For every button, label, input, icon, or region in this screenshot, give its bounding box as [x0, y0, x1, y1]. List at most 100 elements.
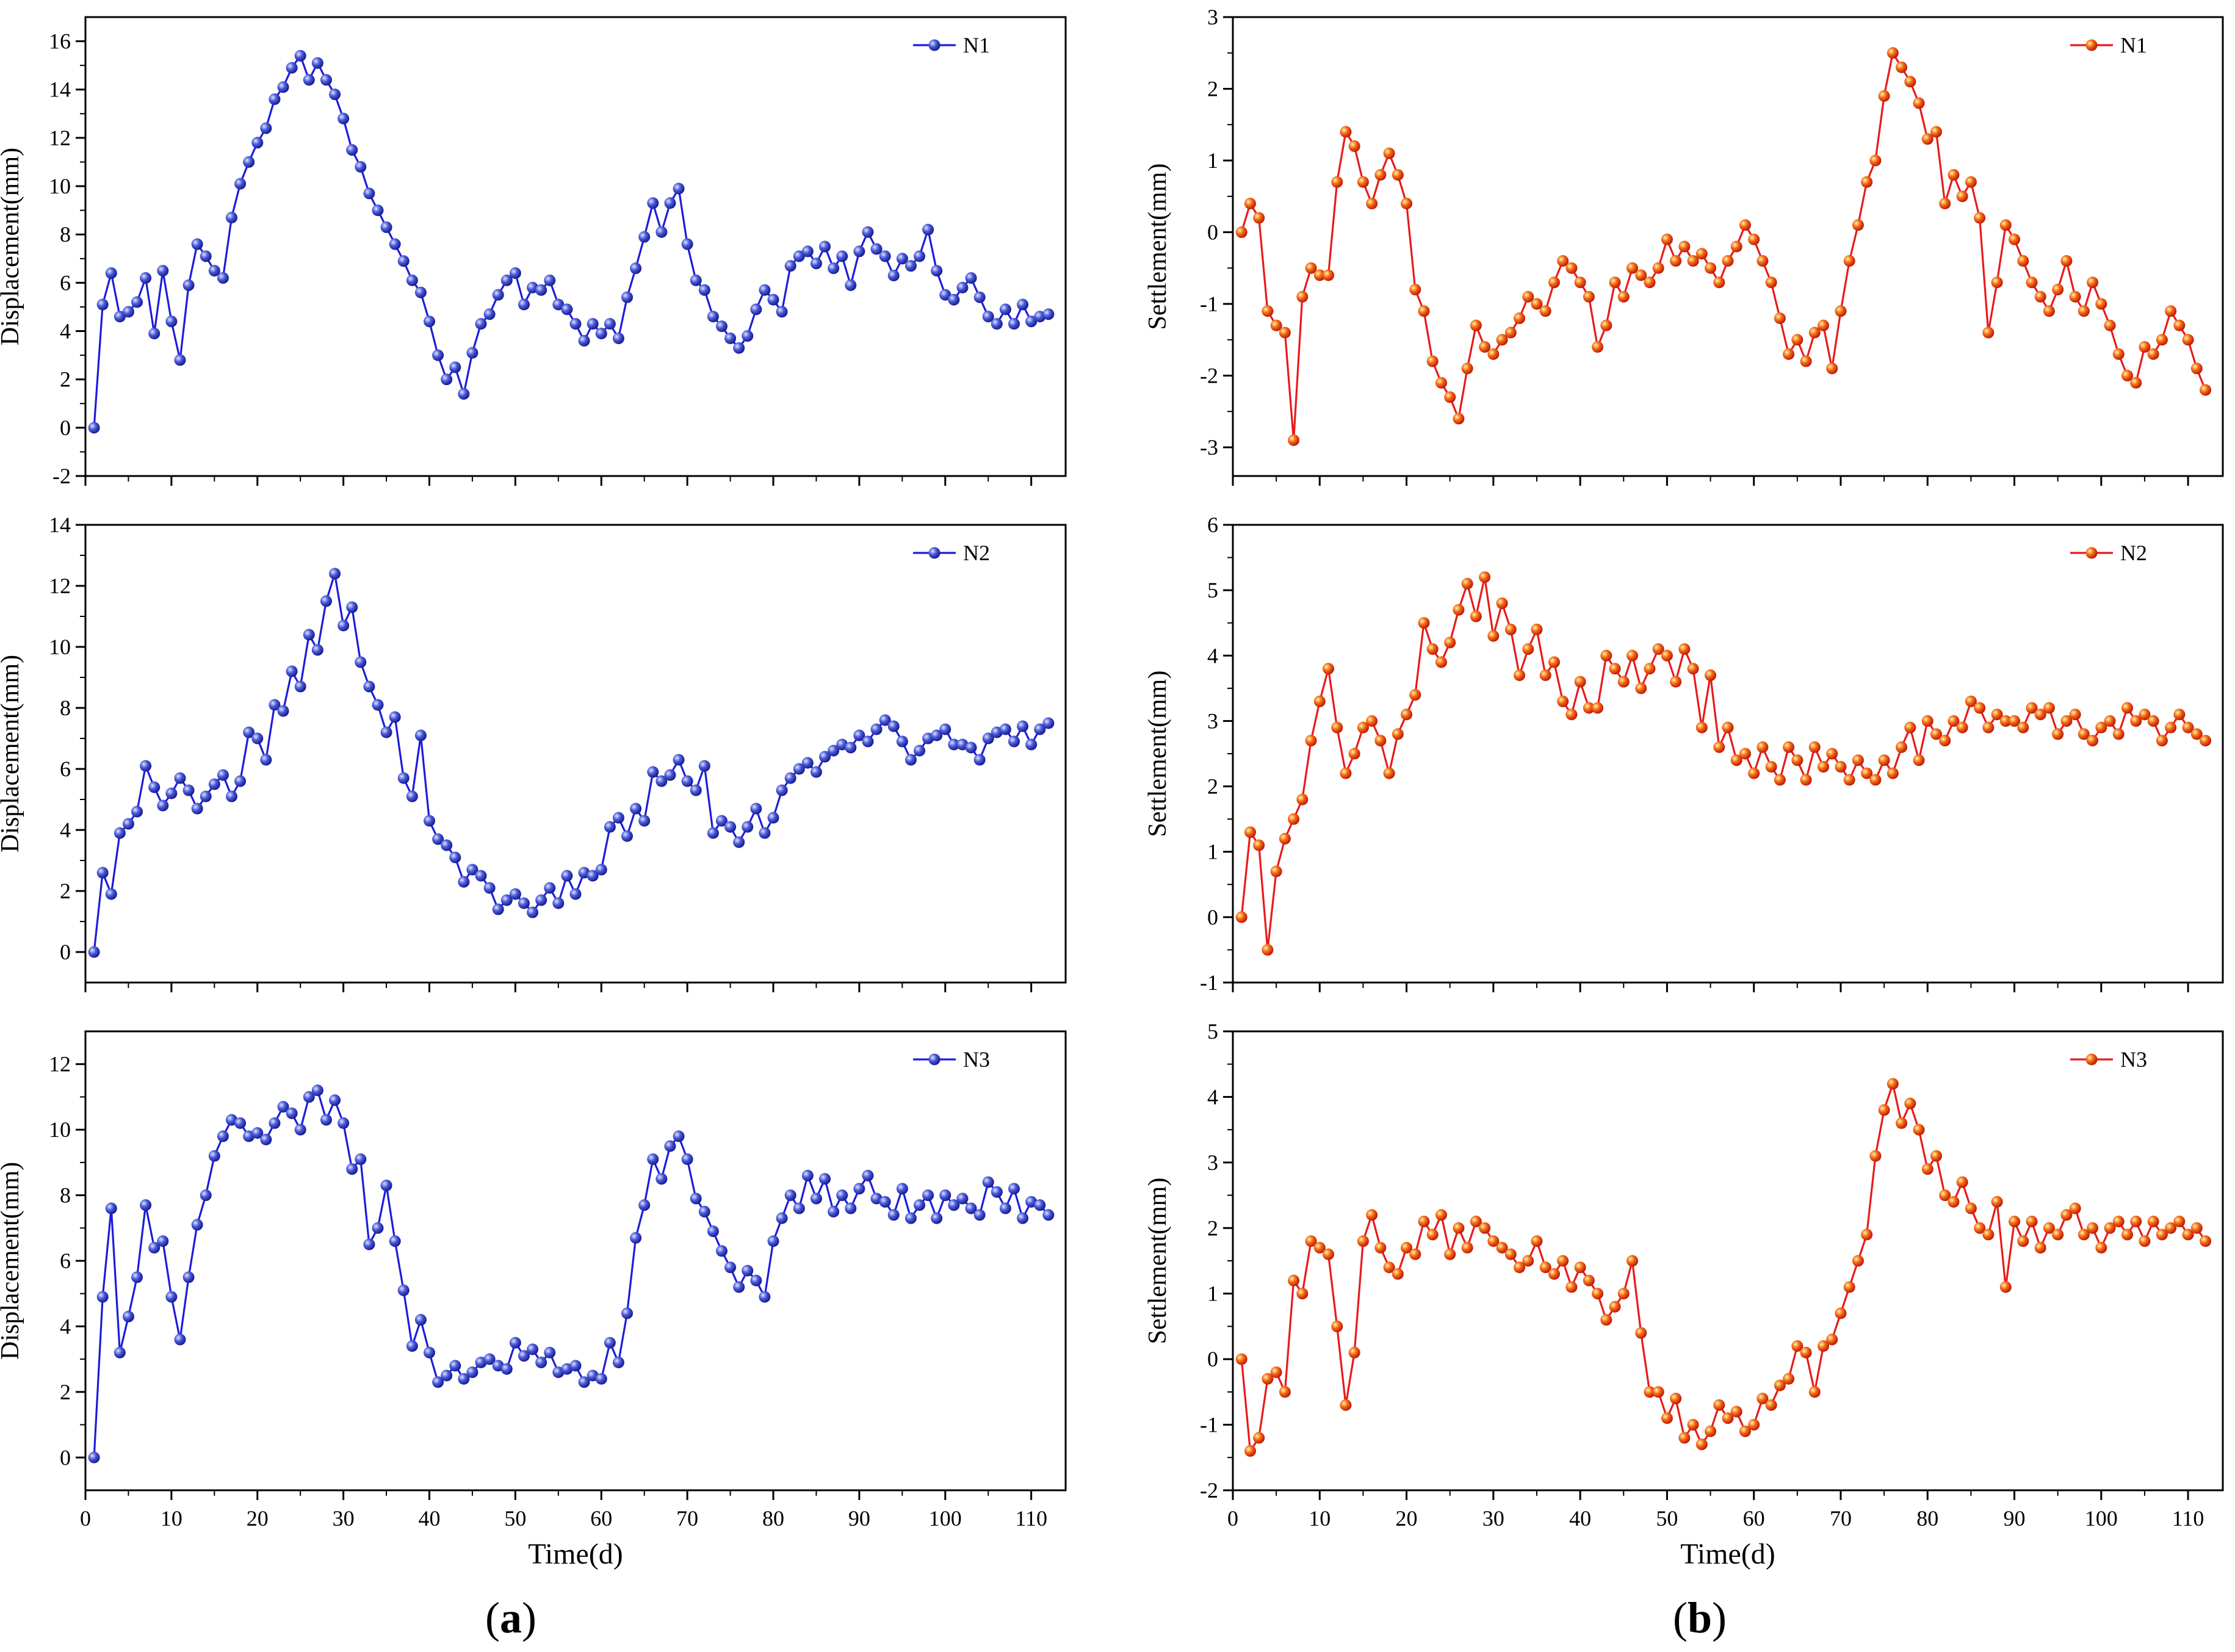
chart-a-2-point-56 — [561, 870, 573, 882]
chart-b-3-point-107 — [2156, 1228, 2168, 1241]
chart-a-1-point-90 — [853, 245, 865, 258]
chart-b-1-point-8 — [1296, 290, 1309, 303]
chart-a-1-point-60 — [595, 327, 607, 339]
chart-b-2-point-84 — [1956, 721, 1968, 734]
chart-b-2-ytick-label-2: 1 — [1207, 840, 1218, 864]
chart-b-2-point-17 — [1374, 735, 1387, 747]
chart-a-3-point-78 — [750, 1274, 762, 1286]
chart-b-2-point-2 — [1244, 826, 1256, 839]
chart-b-2-ytick-label-7: 6 — [1207, 513, 1218, 537]
chart-a-2-point-75 — [724, 821, 737, 833]
chart-b-3-point-18 — [1383, 1261, 1395, 1274]
chart-a-1-point-35 — [380, 221, 392, 233]
chart-a-3-xtick-label-8: 80 — [762, 1506, 784, 1531]
chart-a-2-point-97 — [914, 745, 926, 757]
chart-a-2-point-38 — [406, 790, 418, 803]
chart-b-1-point-102 — [2112, 348, 2125, 360]
chart-a-1-point-6 — [131, 296, 143, 308]
chart-a-3-point-24 — [286, 1107, 298, 1119]
chart-a-3-point-74 — [715, 1245, 728, 1257]
chart-a-2-point-54 — [544, 882, 556, 894]
chart-a-3-point-35 — [380, 1179, 392, 1191]
chart-b-2-point-106 — [2147, 715, 2159, 727]
chart-a-1-point-26 — [303, 74, 315, 86]
chart-a-3-point-85 — [810, 1192, 822, 1205]
chart-b-3-point-51 — [1670, 1393, 1682, 1405]
chart-a-3-ytick-label-2: 4 — [60, 1314, 71, 1338]
chart-a-1-point-109 — [1017, 298, 1029, 311]
chart-a-1-point-40 — [424, 316, 436, 328]
chart-b-2-legend-marker — [2085, 547, 2098, 559]
chart-a-2-point-36 — [389, 711, 401, 723]
chart-b-2-point-46 — [1626, 649, 1638, 662]
chart-b-1-point-31 — [1496, 334, 1508, 346]
chart-a-2-ytick-label-3: 6 — [60, 757, 71, 781]
chart-a-3-series-line-N3 — [93, 1089, 1050, 1458]
chart-a-3-point-8 — [148, 1242, 161, 1254]
chart-b-1-legend-marker — [2085, 39, 2098, 51]
chart-b-1-point-7 — [1288, 434, 1300, 446]
chart-b-2-point-89 — [1999, 715, 2012, 727]
chart-b-2-point-98 — [2078, 728, 2090, 740]
chart-b-2-point-87 — [1982, 721, 1995, 734]
chart-a-2-point-13 — [191, 803, 203, 815]
chart-a-2-point-23 — [277, 705, 289, 717]
chart-a-3-legend-label: N3 — [963, 1047, 990, 1072]
chart-b-1-point-14 — [1348, 140, 1360, 152]
chart-b-3-point-96 — [2060, 1209, 2073, 1221]
chart-a-1-point-53 — [535, 284, 547, 296]
chart-b-3-point-95 — [2052, 1228, 2064, 1241]
chart-a-2-point-59 — [587, 870, 599, 882]
chart-b-1-point-41 — [1583, 290, 1595, 303]
chart-a-1-point-34 — [372, 204, 384, 217]
chart-b-2-point-4 — [1262, 943, 1274, 956]
chart-b-1-point-12 — [1331, 176, 1343, 188]
chart-b-3-point-25 — [1444, 1248, 1456, 1260]
chart-a-3-point-69 — [673, 1130, 685, 1142]
chart-b-3-point-97 — [2069, 1202, 2081, 1214]
chart-b-3-point-22 — [1418, 1216, 1430, 1228]
chart-a-2-frame — [84, 524, 1067, 984]
chart-b-1-point-30 — [1487, 348, 1500, 360]
chart-a-1-point-48 — [492, 289, 504, 301]
panel-label-a-letter: a — [500, 1593, 522, 1642]
chart-a-3-point-3 — [105, 1202, 117, 1214]
chart-a-2-point-71 — [690, 784, 702, 796]
chart-a-2-point-77 — [742, 821, 754, 833]
chart-b-2-point-9 — [1305, 735, 1317, 747]
chart-b-3-point-64 — [1783, 1372, 1795, 1385]
chart-a-1-point-8 — [148, 327, 161, 339]
chart-b-1-point-110 — [2182, 334, 2194, 346]
chart-b-2-point-14 — [1348, 748, 1360, 760]
chart-b-2-point-82 — [1939, 735, 1951, 747]
chart-b-2-ytick-label-1: 0 — [1207, 905, 1218, 929]
chart-b-3-xtick-label-10: 100 — [2085, 1506, 2118, 1531]
chart-b-2-point-6 — [1279, 832, 1291, 845]
chart-b-2-point-10 — [1313, 695, 1326, 707]
chart-a-1-point-107 — [999, 303, 1011, 316]
chart-a-2-ytick-label-5: 10 — [49, 635, 71, 659]
chart-a-3-xtick-label-0: 0 — [80, 1506, 91, 1531]
chart-b-1-ytick-label-2: -1 — [1200, 292, 1218, 316]
chart-a-3-point-18 — [234, 1117, 247, 1129]
chart-b-2-point-99 — [2087, 735, 2099, 747]
chart-b-1-point-44 — [1609, 276, 1621, 289]
chart-a-2-point-34 — [372, 699, 384, 711]
chart-b-1-point-98 — [2078, 305, 2090, 317]
chart-a-1-point-1 — [88, 422, 100, 434]
chart-a-3-point-5 — [122, 1310, 134, 1322]
chart-b-3-point-66 — [1800, 1346, 1812, 1358]
chart-a-1-point-41 — [432, 349, 444, 361]
chart-b-2-point-78 — [1904, 721, 1916, 734]
chart-a-2-ytick-label-6: 12 — [49, 574, 71, 598]
chart-b-1-point-21 — [1409, 284, 1421, 295]
chart-b-2-point-15 — [1357, 721, 1369, 734]
chart-b-2-point-107 — [2156, 735, 2168, 747]
chart-b-3-point-109 — [2173, 1216, 2186, 1228]
chart-b-2-point-49 — [1652, 643, 1664, 655]
chart-b-3-point-13 — [1340, 1399, 1352, 1411]
chart-b-1-point-67 — [1808, 326, 1821, 339]
chart-b-3-point-85 — [1965, 1202, 1977, 1214]
chart-b-3-point-61 — [1757, 1393, 1769, 1405]
chart-b-3-point-20 — [1401, 1242, 1413, 1254]
